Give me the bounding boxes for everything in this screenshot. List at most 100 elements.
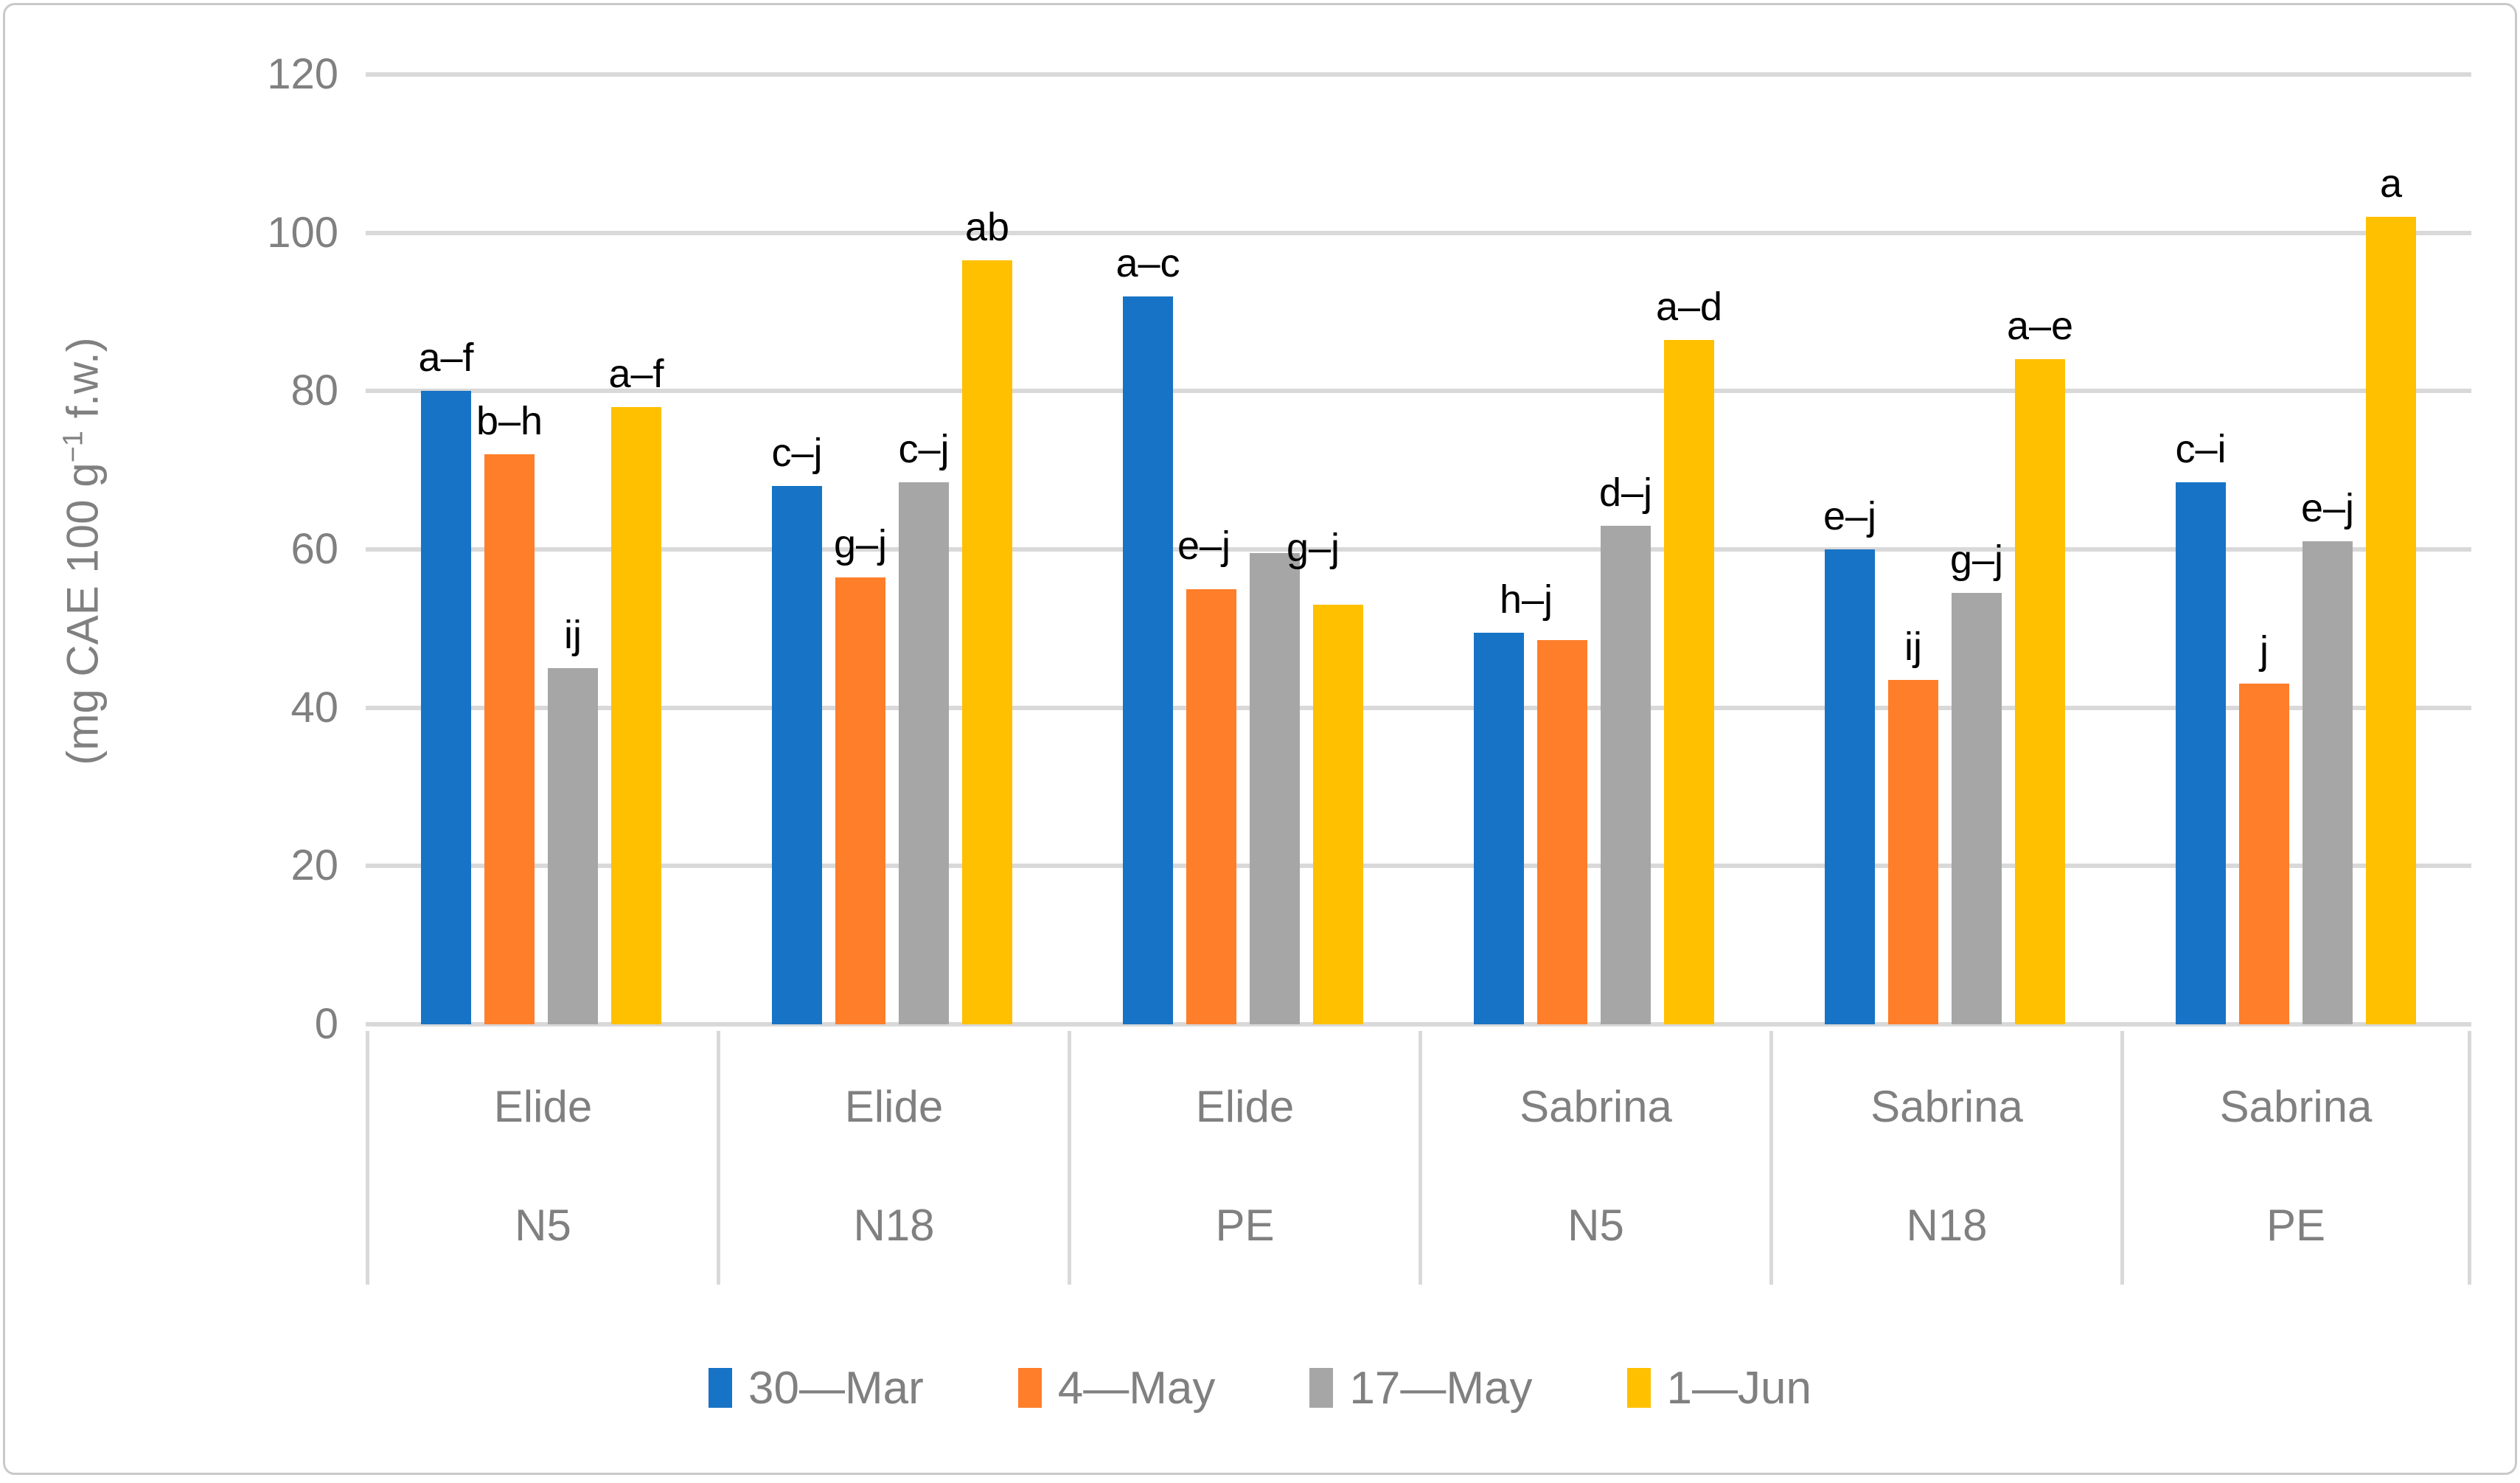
significance-label: ij	[564, 613, 582, 657]
significance-label: e–j	[1823, 494, 1877, 538]
significance-label: e–j	[2300, 486, 2355, 531]
y-tick-label-100: 100	[267, 208, 338, 257]
gridline-y-20	[366, 864, 2471, 869]
bar-30Mar-elide-n5	[421, 391, 471, 1024]
bar-17May-sabrina-n5	[1601, 525, 1651, 1024]
legend-label: 30—Mar	[748, 1362, 924, 1414]
category-treatment-label: PE	[1215, 1201, 1275, 1250]
bar-1Jun-sabrina-n18	[2015, 359, 2065, 1024]
bar-1Jun-elide-pe	[1313, 605, 1363, 1024]
bar-group-sabrina-n18: e–j ij g–j a–e	[1769, 74, 2120, 1024]
bar-30Mar-sabrina-pe	[2176, 482, 2226, 1024]
legend-label: 17—May	[1349, 1362, 1533, 1414]
category-cell-sabrina-pe: Sabrina PE	[2120, 1031, 2471, 1285]
bar-1Jun-sabrina-pe	[2366, 217, 2416, 1024]
bar-17May-sabrina-pe	[2303, 541, 2353, 1024]
significance-label: a–f	[418, 336, 474, 381]
bar-4May-sabrina-n18	[1888, 680, 1938, 1024]
gridline-y-100	[366, 230, 2471, 235]
significance-label: j	[2260, 628, 2269, 673]
bar-4May-elide-pe	[1186, 588, 1236, 1024]
bar-17May-elide-n18	[899, 482, 949, 1024]
bar-group-elide-pe: a–c e–j g–j	[1068, 74, 1419, 1024]
significance-label: a–f	[608, 351, 664, 396]
bar-4May-sabrina-n5	[1537, 640, 1587, 1024]
bar-17May-elide-pe	[1250, 553, 1300, 1024]
plot-area: a–f b–h ij a–f c–j g–j c–j ab a–c e–j g–j h–j d–j a–d…	[366, 72, 2471, 1027]
gridline-y-80	[366, 389, 2471, 394]
category-cultivar-label: Sabrina	[1520, 1082, 1672, 1131]
legend-item-30Mar: 30—Mar	[709, 1362, 924, 1414]
category-treatment-label: PE	[2266, 1201, 2326, 1250]
bar-1Jun-sabrina-n5	[1664, 339, 1714, 1024]
significance-label: a–e	[2006, 304, 2074, 349]
bar-30Mar-elide-n18	[772, 486, 822, 1024]
bar-30Mar-sabrina-n18	[1825, 549, 1875, 1024]
y-axis-tick-labels: 120 100 80 60 40 20 0	[5, 5, 338, 1483]
category-cultivar-label: Elide	[493, 1082, 593, 1131]
legend-swatch-icon	[1626, 1368, 1651, 1408]
category-cultivar-label: Elide	[1195, 1082, 1295, 1131]
significance-label: a–d	[1655, 284, 1723, 329]
significance-label: ij	[1904, 625, 1922, 670]
gridline-y-120	[366, 72, 2471, 77]
significance-label: a	[2379, 162, 2403, 206]
bar-group-sabrina-n5: h–j d–j a–d	[1419, 74, 1769, 1024]
significance-label: e–j	[1177, 523, 1231, 568]
y-tick-label-40: 40	[290, 683, 338, 732]
bar-4May-elide-n18	[835, 577, 885, 1024]
category-cell-elide-n5: Elide N5	[366, 1031, 717, 1285]
significance-label: c–j	[771, 431, 823, 476]
category-treatment-label: N18	[853, 1201, 935, 1250]
category-cultivar-label: Sabrina	[1870, 1082, 2023, 1131]
x-axis-category-band: Elide N5 Elide N18 Elide PE Sabrina N5 Sabrina N1…	[366, 1031, 2471, 1285]
legend-label: 4—May	[1057, 1362, 1216, 1414]
legend-swatch-icon	[1017, 1368, 1042, 1408]
category-cultivar-label: Elide	[844, 1082, 944, 1131]
bar-17May-elide-n5	[548, 668, 598, 1024]
significance-label: g–j	[833, 521, 888, 566]
bar-group-elide-n18: c–j g–j c–j ab	[717, 74, 1068, 1024]
category-cell-elide-pe: Elide PE	[1068, 1031, 1419, 1285]
legend-item-4May: 4—May	[1017, 1362, 1216, 1414]
legend-swatch-icon	[1309, 1368, 1334, 1408]
bar-1Jun-elide-n5	[611, 406, 661, 1024]
category-treatment-label: N5	[1567, 1201, 1624, 1250]
legend: 30—Mar 4—May 17—May 1—Jun	[5, 1325, 2515, 1451]
bar-30Mar-sabrina-n5	[1474, 632, 1524, 1024]
category-cell-elide-n18: Elide N18	[717, 1031, 1068, 1285]
category-treatment-label: N18	[1906, 1201, 1988, 1250]
significance-label: d–j	[1598, 470, 1653, 515]
significance-label: g–j	[1286, 526, 1340, 571]
bar-4May-sabrina-pe	[2239, 684, 2289, 1024]
significance-label: ab	[964, 205, 1010, 250]
significance-label: c–j	[898, 426, 950, 471]
y-tick-label-120: 120	[267, 50, 338, 98]
gridline-y-40	[366, 705, 2471, 710]
category-cell-sabrina-n5: Sabrina N5	[1419, 1031, 1769, 1285]
bar-30Mar-elide-pe	[1123, 296, 1173, 1024]
legend-item-17May: 17—May	[1309, 1362, 1533, 1414]
bar-group-sabrina-pe: c–i j e–j a	[2120, 74, 2471, 1024]
bar-group-elide-n5: a–f b–h ij a–f	[366, 74, 717, 1024]
y-tick-label-0: 0	[314, 1000, 338, 1048]
legend-label: 1—Jun	[1666, 1362, 1811, 1414]
significance-label: h–j	[1499, 577, 1553, 622]
gridline-y-0	[366, 1022, 2471, 1027]
y-tick-label-20: 20	[290, 841, 338, 890]
bar-17May-sabrina-n18	[1952, 593, 2002, 1024]
legend-swatch-icon	[709, 1368, 733, 1408]
bar-4May-elide-n5	[484, 454, 535, 1024]
chart-figure: (mg CAE 100 g−1 f.w.) 120 100 80 60 40 20 0 a–…	[3, 3, 2517, 1475]
bar-1Jun-elide-n18	[962, 260, 1012, 1024]
significance-label: g–j	[1949, 538, 2004, 583]
legend-item-1Jun: 1—Jun	[1626, 1362, 1811, 1414]
significance-label: c–i	[2175, 426, 2227, 471]
category-cultivar-label: Sabrina	[2219, 1082, 2373, 1131]
significance-label: a–c	[1115, 240, 1180, 285]
category-treatment-label: N5	[515, 1201, 571, 1250]
y-tick-label-60: 60	[290, 525, 338, 573]
category-cell-sabrina-n18: Sabrina N18	[1769, 1031, 2120, 1285]
significance-label: b–h	[476, 399, 543, 444]
y-tick-label-80: 80	[290, 367, 338, 415]
